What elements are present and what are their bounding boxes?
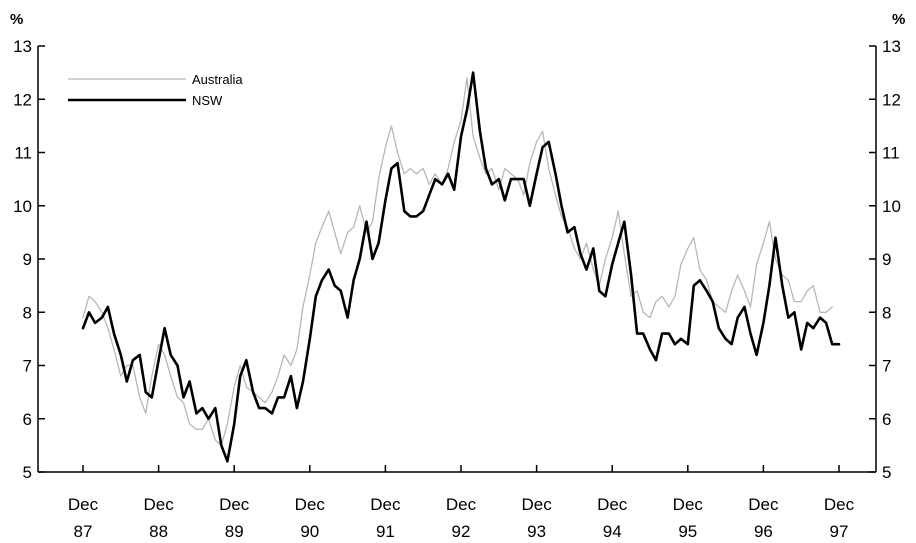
y-tick-label-left: 8 — [23, 303, 32, 322]
x-tick-label-month: Dec — [219, 495, 250, 514]
x-tick-label-year: 91 — [376, 522, 395, 541]
x-tick-label-month: Dec — [68, 495, 99, 514]
x-tick-label-month: Dec — [824, 495, 855, 514]
legend-label-nsw: NSW — [192, 93, 223, 108]
series-line-australia — [82, 77, 833, 447]
x-tick-label-month: Dec — [446, 495, 477, 514]
x-tick-label-year: 97 — [830, 522, 849, 541]
y-tick-label-left: 6 — [23, 410, 32, 429]
x-tick-label-month: Dec — [370, 495, 401, 514]
y-tick-label-right: 13 — [882, 37, 901, 56]
y-tick-label-right: 7 — [882, 357, 891, 376]
x-tick-label-year: 92 — [452, 522, 471, 541]
y-tick-label-right: 10 — [882, 197, 901, 216]
y-tick-label-left: 12 — [13, 90, 32, 109]
chart-axes: %% — [10, 11, 905, 473]
series-line-nsw — [81, 71, 841, 463]
y-tick-label-right: 6 — [882, 410, 891, 429]
y-tick-label-left: 5 — [23, 463, 32, 482]
x-tick-label-month: Dec — [295, 495, 326, 514]
x-tick-label-month: Dec — [597, 495, 628, 514]
x-tick-label-month: Dec — [143, 495, 174, 514]
y-tick-label-right: 11 — [882, 144, 900, 163]
x-tick-label-year: 94 — [603, 522, 622, 541]
x-tick-label-month: Dec — [521, 495, 552, 514]
y-unit-label-right: % — [892, 11, 905, 28]
x-tick-label-year: 89 — [225, 522, 244, 541]
chart-series — [81, 71, 841, 463]
y-tick-label-left: 10 — [13, 197, 32, 216]
x-tick-label-year: 90 — [300, 522, 319, 541]
y-tick-label-left: 7 — [23, 357, 32, 376]
y-tick-label-right: 12 — [882, 90, 901, 109]
y-tick-label-right: 8 — [882, 303, 891, 322]
x-tick-label-year: 88 — [149, 522, 168, 541]
legend-label-australia: Australia — [192, 72, 243, 87]
x-tick-label-month: Dec — [748, 495, 779, 514]
y-tick-label-right: 9 — [882, 250, 891, 269]
y-tick-label-right: 5 — [882, 463, 891, 482]
x-tick-label-month: Dec — [673, 495, 704, 514]
y-unit-label-left: % — [10, 11, 23, 28]
x-tick-label-year: 93 — [527, 522, 546, 541]
x-tick-label-year: 87 — [74, 522, 93, 541]
chart-legend: Australia NSW — [68, 72, 243, 108]
x-tick-label-year: 96 — [754, 522, 773, 541]
y-tick-label-left: 9 — [23, 250, 32, 269]
y-tick-label-left: 11 — [14, 144, 32, 163]
x-tick-label-year: 95 — [678, 522, 697, 541]
y-tick-label-left: 13 — [13, 37, 32, 56]
